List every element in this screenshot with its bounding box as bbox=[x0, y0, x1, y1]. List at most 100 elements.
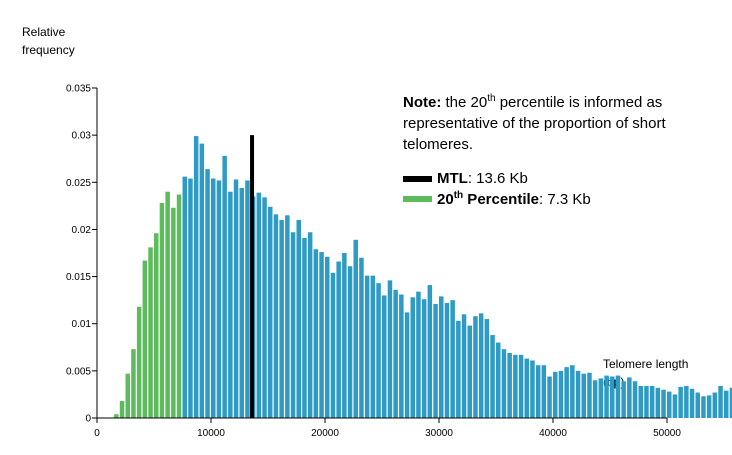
histogram-bar bbox=[142, 260, 148, 418]
histogram-bar bbox=[644, 385, 649, 418]
x-tick-label: 30000 bbox=[425, 428, 453, 439]
legend-percentile-num: 20 bbox=[437, 191, 454, 208]
histogram-bar bbox=[364, 275, 370, 418]
histogram-bar bbox=[228, 191, 233, 418]
histogram-bar bbox=[513, 354, 518, 418]
histogram-bar bbox=[638, 385, 643, 418]
histogram-bar bbox=[399, 294, 404, 418]
x-tick-label: 10000 bbox=[197, 428, 225, 439]
histogram-bar bbox=[159, 203, 165, 418]
histogram-bar bbox=[530, 360, 535, 418]
histogram-bar bbox=[484, 319, 490, 418]
histogram-bar bbox=[439, 296, 444, 418]
histogram-bar bbox=[359, 257, 364, 418]
histogram-bar bbox=[621, 381, 626, 418]
histogram-bar bbox=[598, 378, 604, 418]
histogram-bar bbox=[712, 392, 718, 418]
histogram-bar bbox=[319, 252, 324, 418]
histogram-bar bbox=[211, 178, 216, 418]
y-tick-label: 0.03 bbox=[72, 131, 92, 142]
note-text-2: percentile is informed as representative… bbox=[403, 94, 666, 153]
histogram-bar bbox=[245, 180, 250, 418]
histogram-bar bbox=[518, 354, 524, 418]
histogram-bar bbox=[347, 266, 353, 418]
histogram-bar bbox=[501, 349, 507, 418]
y-tick-label: 0.005 bbox=[66, 366, 91, 377]
histogram-bar bbox=[199, 143, 205, 418]
histogram-bar bbox=[661, 389, 666, 418]
histogram-bar bbox=[382, 295, 387, 418]
histogram-bar bbox=[182, 176, 187, 418]
histogram-bar bbox=[558, 370, 564, 418]
histogram-bar bbox=[370, 275, 376, 418]
histogram-bar bbox=[290, 232, 296, 418]
y-tick-label: 0.015 bbox=[66, 272, 91, 283]
histogram-bar bbox=[456, 320, 461, 418]
histogram-bar bbox=[302, 237, 307, 418]
histogram-bar bbox=[467, 325, 472, 418]
legend-percentile-sup: th bbox=[453, 190, 464, 201]
histogram-bar bbox=[478, 313, 484, 418]
y-tick-label: 0.035 bbox=[66, 84, 91, 95]
histogram-bar bbox=[165, 191, 170, 418]
histogram-bar bbox=[387, 280, 393, 418]
histogram-bar bbox=[724, 390, 729, 418]
histogram-bar bbox=[689, 388, 695, 418]
histogram-bar bbox=[125, 373, 130, 418]
histogram-bar bbox=[176, 194, 182, 418]
histogram-bar bbox=[581, 373, 586, 418]
x-tick-label: 40000 bbox=[539, 428, 567, 439]
histogram-bar bbox=[416, 291, 421, 418]
legend-percentile-name: 20th Percentile bbox=[437, 190, 539, 208]
histogram-bar bbox=[148, 247, 153, 418]
histogram-bar bbox=[256, 192, 262, 418]
histogram-bar bbox=[296, 220, 301, 418]
histogram-bar bbox=[404, 312, 410, 418]
y-axis-label: Relative frequency bbox=[22, 25, 75, 57]
legend-item-mtl: MTL: 13.6 Kb bbox=[403, 170, 528, 187]
histogram-bar bbox=[268, 206, 273, 418]
histogram-bar bbox=[342, 253, 347, 418]
note-text-1: the 20 bbox=[441, 94, 488, 111]
histogram-bar bbox=[433, 303, 438, 418]
histogram-bar bbox=[649, 385, 655, 418]
histogram-bar bbox=[507, 352, 512, 418]
histogram-bar bbox=[672, 394, 678, 418]
legend-percentile-value: : 7.3 Kb bbox=[539, 190, 591, 208]
y-tick-label: 0.01 bbox=[72, 319, 92, 330]
histogram-bar bbox=[490, 335, 495, 418]
histogram-bar bbox=[376, 283, 381, 418]
histogram-bar bbox=[678, 386, 683, 418]
histogram-bar bbox=[684, 385, 689, 418]
histogram-bar bbox=[325, 256, 330, 418]
note-sup: th bbox=[487, 93, 496, 104]
histogram-bar bbox=[701, 396, 706, 418]
histogram-bar bbox=[313, 249, 319, 418]
histogram-bar bbox=[285, 215, 290, 418]
histogram-bar bbox=[330, 272, 336, 418]
histogram-bar bbox=[273, 214, 279, 418]
histogram-bar bbox=[154, 233, 159, 418]
histogram-bar bbox=[450, 300, 455, 418]
histogram-bar bbox=[216, 180, 222, 418]
histogram-bar bbox=[655, 387, 661, 418]
histogram-bar bbox=[427, 285, 433, 418]
histogram-bar bbox=[615, 375, 621, 418]
histogram-bar bbox=[592, 380, 598, 418]
x-tick-label: 20000 bbox=[311, 428, 339, 439]
y-tick-label: 0 bbox=[85, 414, 91, 425]
histogram-bar bbox=[627, 377, 632, 418]
histogram-bar bbox=[729, 387, 732, 418]
histogram-bar bbox=[706, 395, 712, 418]
histogram-bar bbox=[695, 392, 700, 418]
legend-percentile-label: Percentile bbox=[463, 191, 540, 208]
histogram-bar bbox=[553, 371, 558, 418]
legend-swatch-percentile bbox=[403, 196, 432, 202]
histogram-bar bbox=[131, 349, 136, 418]
histogram-bar bbox=[564, 367, 569, 418]
histogram-bar bbox=[444, 302, 450, 418]
histogram-bar bbox=[193, 136, 199, 419]
legend-swatch-mtl bbox=[403, 175, 432, 182]
histogram-bar bbox=[336, 261, 341, 418]
